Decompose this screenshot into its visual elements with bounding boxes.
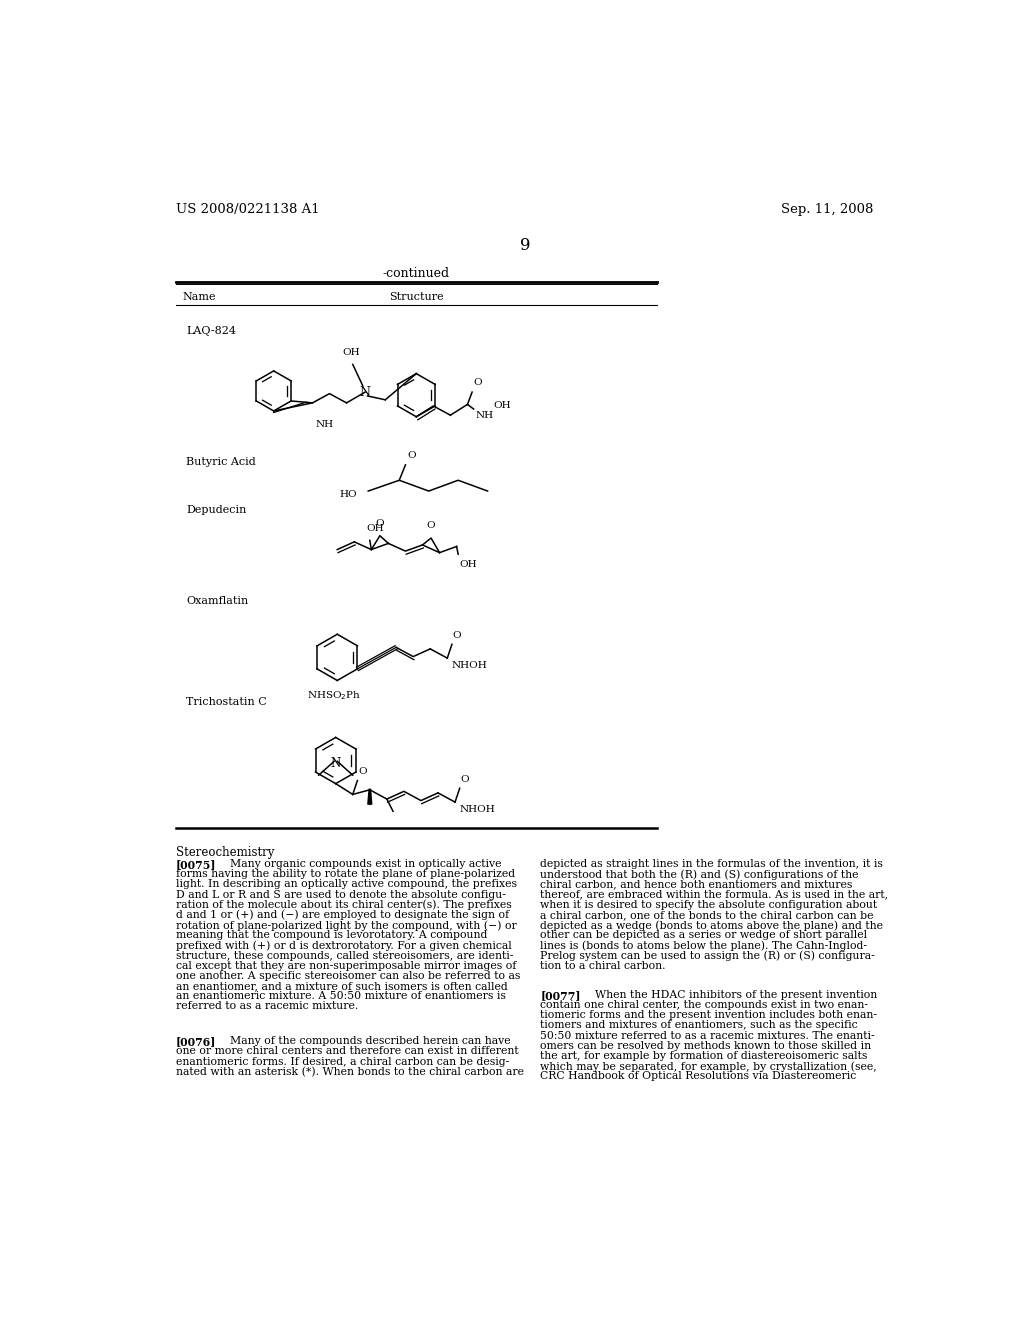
Text: Stereochemistry: Stereochemistry [176,846,274,859]
Text: the art, for example by formation of diastereoisomeric salts: the art, for example by formation of dia… [541,1051,867,1061]
Text: chiral carbon, and hence both enantiomers and mixtures: chiral carbon, and hence both enantiomer… [541,879,853,890]
Text: OH: OH [460,560,477,569]
Text: light. In describing an optically active compound, the prefixes: light. In describing an optically active… [176,879,517,890]
Text: N: N [331,756,341,770]
Text: NHOH: NHOH [460,805,496,814]
Text: D and L or R and S are used to denote the absolute configu-: D and L or R and S are used to denote th… [176,890,506,900]
Text: prefixed with (+) or d is dextrorotatory. For a given chemical: prefixed with (+) or d is dextrorotatory… [176,940,512,950]
Text: ration of the molecule about its chiral center(s). The prefixes: ration of the molecule about its chiral … [176,900,512,911]
Text: O: O [376,519,384,528]
Text: Depudecin: Depudecin [186,506,247,515]
Text: thereof, are embraced within the formula. As is used in the art,: thereof, are embraced within the formula… [541,890,889,900]
Text: tion to a chiral carbon.: tion to a chiral carbon. [541,961,666,970]
Text: O: O [461,775,469,784]
Text: depicted as a wedge (bonds to atoms above the plane) and the: depicted as a wedge (bonds to atoms abov… [541,920,884,931]
Text: one another. A specific stereoisomer can also be referred to as: one another. A specific stereoisomer can… [176,972,520,981]
Text: Many organic compounds exist in optically active: Many organic compounds exist in opticall… [203,859,502,869]
Text: OH: OH [367,524,384,533]
Text: rotation of plane-polarized light by the compound, with (−) or: rotation of plane-polarized light by the… [176,920,517,931]
Text: Trichostatin C: Trichostatin C [186,697,267,708]
Text: OH: OH [342,347,360,356]
Text: Structure: Structure [389,293,443,302]
Text: which may be separated, for example, by crystallization (see,: which may be separated, for example, by … [541,1061,877,1072]
Text: [0075]: [0075] [176,859,216,870]
Text: NH: NH [475,411,494,420]
Text: NHOH: NHOH [452,661,487,671]
Text: structure, these compounds, called stereoisomers, are identi-: structure, these compounds, called stere… [176,950,513,961]
Text: one or more chiral centers and therefore can exist in different: one or more chiral centers and therefore… [176,1047,519,1056]
Text: meaning that the compound is levorotatory. A compound: meaning that the compound is levorotator… [176,931,487,940]
Text: O: O [358,767,367,776]
Text: other can be depicted as a series or wedge of short parallel: other can be depicted as a series or wed… [541,931,867,940]
Text: OH: OH [494,401,511,411]
Text: -continued: -continued [383,267,450,280]
Text: depicted as straight lines in the formulas of the invention, it is: depicted as straight lines in the formul… [541,859,883,869]
Text: O: O [427,521,435,531]
Text: CRC Handbook of Optical Resolutions via Diastereomeric: CRC Handbook of Optical Resolutions via … [541,1072,856,1081]
Text: an enantiomer, and a mixture of such isomers is often called: an enantiomer, and a mixture of such iso… [176,981,508,991]
Text: a chiral carbon, one of the bonds to the chiral carbon can be: a chiral carbon, one of the bonds to the… [541,909,873,920]
Text: d and 1 or (+) and (−) are employed to designate the sign of: d and 1 or (+) and (−) are employed to d… [176,909,509,920]
Text: 50:50 mixture referred to as a racemic mixtures. The enanti-: 50:50 mixture referred to as a racemic m… [541,1031,874,1040]
Text: N: N [359,385,371,399]
Text: O: O [453,631,462,640]
Text: an enantiomeric mixture. A 50:50 mixture of enantiomers is: an enantiomeric mixture. A 50:50 mixture… [176,991,506,1002]
Text: Oxamflatin: Oxamflatin [186,595,249,606]
Text: [0076]: [0076] [176,1036,216,1047]
Text: Name: Name [182,293,216,302]
Text: US 2008/0221138 A1: US 2008/0221138 A1 [176,203,319,216]
Text: lines is (bonds to atoms below the plane). The Cahn-Inglod-: lines is (bonds to atoms below the plane… [541,940,867,950]
Text: Butyric Acid: Butyric Acid [186,457,256,467]
Text: Prelog system can be used to assign the (R) or (S) configura-: Prelog system can be used to assign the … [541,950,876,961]
Text: tiomers and mixtures of enantiomers, such as the specific: tiomers and mixtures of enantiomers, suc… [541,1020,858,1031]
Text: When the HDAC inhibitors of the present invention: When the HDAC inhibitors of the present … [566,990,877,1001]
Text: LAQ-824: LAQ-824 [186,326,237,337]
Text: when it is desired to specify the absolute configuration about: when it is desired to specify the absolu… [541,900,878,909]
Text: contain one chiral center, the compounds exist in two enan-: contain one chiral center, the compounds… [541,1001,868,1010]
Text: referred to as a racemic mixture.: referred to as a racemic mixture. [176,1002,358,1011]
Text: NH: NH [315,420,334,429]
Text: O: O [474,379,482,388]
Text: NHSO$_2$Ph: NHSO$_2$Ph [307,689,361,702]
Text: omers can be resolved by methods known to those skilled in: omers can be resolved by methods known t… [541,1040,871,1051]
Text: enantiomeric forms. If desired, a chiral carbon can be desig-: enantiomeric forms. If desired, a chiral… [176,1056,509,1067]
Text: O: O [407,451,416,461]
Text: HO: HO [340,490,357,499]
Text: tiomeric forms and the present invention includes both enan-: tiomeric forms and the present invention… [541,1010,878,1020]
Text: [0077]: [0077] [541,990,581,1001]
Text: understood that both the (R) and (S) configurations of the: understood that both the (R) and (S) con… [541,870,859,880]
Text: Sep. 11, 2008: Sep. 11, 2008 [781,203,873,216]
Text: Many of the compounds described herein can have: Many of the compounds described herein c… [203,1036,511,1047]
Text: nated with an asterisk (*). When bonds to the chiral carbon are: nated with an asterisk (*). When bonds t… [176,1067,524,1077]
Text: 9: 9 [519,238,530,253]
Text: forms having the ability to rotate the plane of plane-polarized: forms having the ability to rotate the p… [176,870,515,879]
Text: cal except that they are non-superimposable mirror images of: cal except that they are non-superimposa… [176,961,516,970]
